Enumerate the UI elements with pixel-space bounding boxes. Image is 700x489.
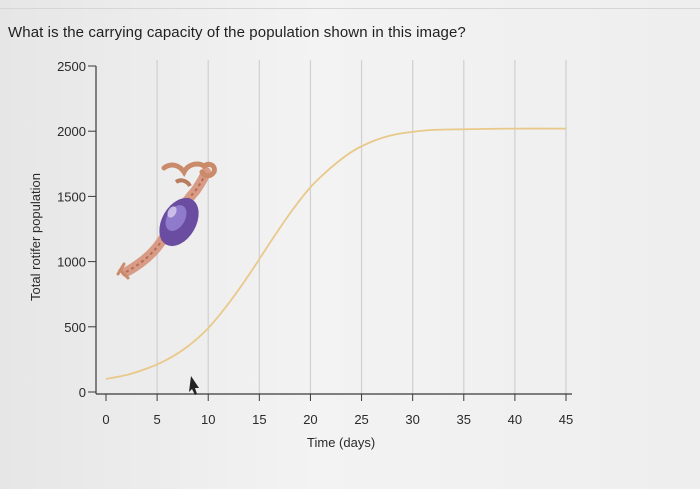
x-tick-label-25: 25 <box>354 412 368 427</box>
series-line-0 <box>105 127 567 380</box>
y-tick-label-500: 500 <box>64 320 86 335</box>
series-line <box>105 127 567 380</box>
y-axis-title: Total rotifer population <box>28 173 43 301</box>
x-tick-label-10: 10 <box>201 412 215 427</box>
y-tick-label-1500: 1500 <box>57 189 86 204</box>
y-tick-label-2500: 2500 <box>57 59 86 74</box>
x-tick-label-40: 40 <box>508 412 522 427</box>
rotifer-icon <box>116 161 217 280</box>
y-tick-label-0: 0 <box>79 385 86 400</box>
x-tick-label-0: 0 <box>102 412 109 427</box>
grid-lines <box>156 60 567 394</box>
y-tick-label-1000: 1000 <box>57 255 86 270</box>
x-tick-label-20: 20 <box>303 412 317 427</box>
y-tick-label-2000: 2000 <box>57 124 86 139</box>
tick-labels: 0 500 1000 1500 2000 2500 0 5 10 15 20 25 30 35 40 45 Ti… <box>28 59 573 450</box>
x-axis-title: Time (days) <box>307 435 375 450</box>
x-tick-label-15: 15 <box>252 412 266 427</box>
question-text: What is the carrying capacity of the pop… <box>8 24 466 41</box>
x-tick-label-35: 35 <box>457 412 471 427</box>
x-tick-label-30: 30 <box>405 412 419 427</box>
axes <box>88 65 572 401</box>
x-tick-label-5: 5 <box>153 412 160 427</box>
x-tick-label-45: 45 <box>559 412 573 427</box>
cursor-pointer-icon <box>189 376 199 395</box>
top-divider <box>0 8 700 9</box>
